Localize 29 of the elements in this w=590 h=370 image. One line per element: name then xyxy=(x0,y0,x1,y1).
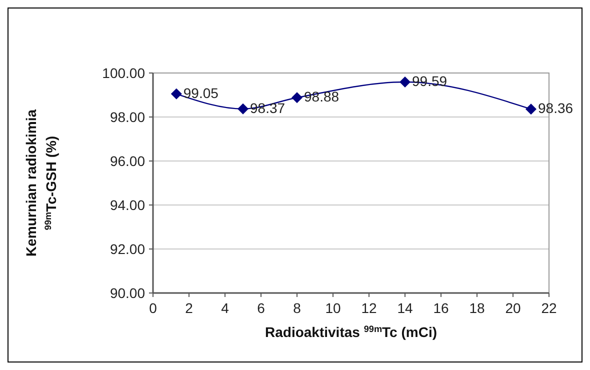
y-tick-label: 94.00 xyxy=(110,197,146,213)
y-tick-label: 98.00 xyxy=(110,109,146,125)
data-label: 99.05 xyxy=(183,84,219,101)
x-tick-label: 8 xyxy=(293,300,302,316)
y-tick-label: 100.00 xyxy=(102,65,146,81)
x-tick-label: 2 xyxy=(185,300,194,316)
x-tick-label: 0 xyxy=(149,300,158,316)
data-label: 98.37 xyxy=(250,100,286,116)
x-tick-label: 14 xyxy=(397,300,413,316)
y-tick-label: 92.00 xyxy=(110,241,146,257)
x-tick-label: 20 xyxy=(505,300,521,316)
data-label: 98.36 xyxy=(538,100,574,116)
point xyxy=(292,92,302,104)
x-tick-label: 4 xyxy=(221,300,230,316)
y-tick-label: 90.00 xyxy=(110,285,146,301)
y-tick-label: 96.00 xyxy=(110,153,146,169)
x-tick-label: 12 xyxy=(361,300,377,316)
point xyxy=(170,88,182,100)
x-tick-label: 6 xyxy=(257,300,266,316)
y-axis-title: Kemurnian radiokimia $^{99m}$Tc-GSH (%) xyxy=(23,109,59,257)
point xyxy=(238,103,248,114)
x-tick-label: 22 xyxy=(541,300,557,316)
x-axis-title: Radioaktivitas $^{99m}$Tc (mCi) xyxy=(265,324,437,340)
x-tick-label: 18 xyxy=(469,300,485,316)
point xyxy=(526,104,536,115)
point xyxy=(400,76,410,88)
data-label: 98.88 xyxy=(304,88,340,105)
x-tick-label: 10 xyxy=(325,300,341,316)
x-tick-label: 16 xyxy=(433,300,449,316)
